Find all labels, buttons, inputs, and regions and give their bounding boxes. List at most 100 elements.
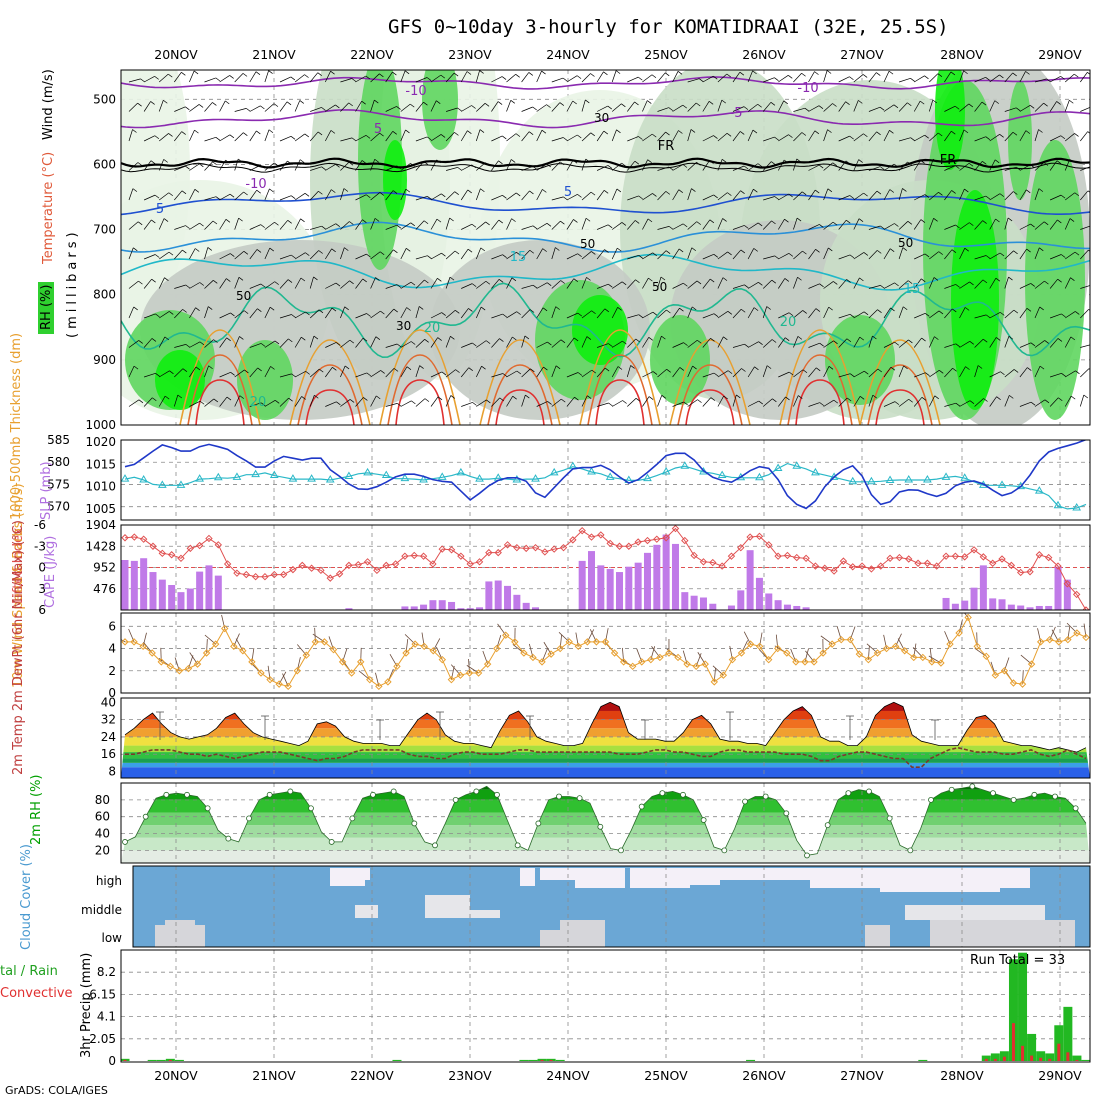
cape-bar <box>634 562 642 610</box>
wind-speed-marker <box>647 655 655 664</box>
wind-barb <box>771 279 777 284</box>
wind-barb <box>249 343 262 348</box>
wind-barb <box>642 371 654 378</box>
wind-barb <box>502 135 507 140</box>
wind-barb <box>914 134 925 142</box>
wind-barb <box>672 248 680 260</box>
wind-barb <box>876 190 882 195</box>
wind-barb <box>400 400 412 407</box>
wind-barb <box>128 129 133 142</box>
wind-barb <box>199 163 204 168</box>
date-label-top: 22NOV <box>350 47 394 62</box>
wind-barb <box>889 248 895 252</box>
wind-barb <box>853 277 860 289</box>
wind-barb <box>774 196 779 200</box>
wind-barb <box>423 220 429 225</box>
wind-barb <box>929 132 939 142</box>
wind-barb <box>717 192 728 201</box>
temperature-contours <box>121 76 1090 425</box>
wind-barb <box>294 192 306 201</box>
date-label-bottom: 21NOV <box>252 1068 296 1083</box>
wind-barb <box>634 101 639 106</box>
wind-barb <box>185 225 190 229</box>
wind-speed-marker <box>919 653 927 662</box>
wind-speed-marker <box>175 667 184 675</box>
wind-barb <box>158 133 169 142</box>
wind-barb <box>845 101 850 105</box>
wind-barb <box>128 247 134 260</box>
wind-barb <box>370 159 376 171</box>
wind-barb <box>687 78 700 83</box>
wind-barb <box>310 107 322 112</box>
thickness-marker <box>587 467 596 475</box>
cape-bar <box>494 580 502 610</box>
temperature-label: 5 <box>564 185 572 200</box>
wind-barb <box>400 70 406 83</box>
wind-speed-marker <box>493 644 501 653</box>
wind-barb <box>1075 311 1080 315</box>
wind-barb <box>611 247 618 260</box>
wind-barb <box>863 252 869 256</box>
wind-barb <box>215 137 221 141</box>
cape-bar <box>168 585 176 610</box>
wind-barb <box>393 249 398 254</box>
wind-barb <box>566 396 575 407</box>
wind-barb <box>955 284 960 288</box>
lifted-index-marker <box>298 561 306 570</box>
wind-barb <box>499 397 504 402</box>
lifted-index-marker <box>335 570 344 578</box>
wind-barb <box>243 251 249 255</box>
wind-barb <box>627 160 636 171</box>
wind-barb <box>849 254 855 259</box>
lifted-index-marker <box>1072 590 1081 599</box>
temperature-label: 20 <box>250 395 267 410</box>
wind-barb <box>1049 278 1058 289</box>
wind-barb <box>1044 399 1050 404</box>
wind-barb <box>243 132 248 136</box>
cape-bar <box>671 543 679 610</box>
wind-speed-marker <box>157 658 165 666</box>
rh2m-marker <box>969 783 976 790</box>
tick-label: 800 <box>93 288 116 302</box>
wind-barb <box>907 221 913 225</box>
wind-barb <box>838 254 851 260</box>
wind-barb <box>981 101 987 106</box>
surface-temp-contour <box>297 364 363 425</box>
wind-barb <box>128 280 139 289</box>
temperature-label: 15 <box>510 250 527 265</box>
wind-barb <box>717 395 725 407</box>
wind-barb <box>762 339 773 348</box>
wind-barb <box>968 103 974 108</box>
wind-barb <box>318 190 323 195</box>
cape-bar <box>121 560 129 610</box>
lifted-index-marker <box>121 534 129 542</box>
precip-convective-bar <box>1011 1023 1015 1061</box>
wind-barb <box>249 402 262 407</box>
wind-barb <box>838 160 847 171</box>
wind-barb <box>995 218 1000 223</box>
wind-barb <box>279 254 292 260</box>
wind-barb <box>506 396 513 407</box>
wind-barb <box>1012 131 1018 136</box>
wind-barb <box>959 162 970 171</box>
wind-barb <box>793 158 798 171</box>
precip-panel: 02.054.16.158.2 Run Total = 33 <box>89 949 1091 1068</box>
wind-barb <box>551 365 557 378</box>
lifted-index-marker <box>830 567 838 575</box>
precip-axis-label: 3hr Precip (mm) <box>79 953 94 1058</box>
wind-barb <box>396 284 402 288</box>
wind-barb <box>876 72 881 76</box>
tick-label: 32 <box>101 713 116 727</box>
rh-band <box>121 812 1090 826</box>
wind-barb <box>1080 72 1088 83</box>
precip-total-bar <box>746 1059 756 1061</box>
precip-total-bar <box>546 1058 556 1061</box>
thickness-marker <box>288 474 298 482</box>
wind-barb <box>560 220 565 225</box>
thickness-marker <box>400 473 410 482</box>
wind-barb <box>340 306 346 319</box>
date-label-bottom: 22NOV <box>350 1068 394 1083</box>
wind-barb <box>506 133 517 142</box>
